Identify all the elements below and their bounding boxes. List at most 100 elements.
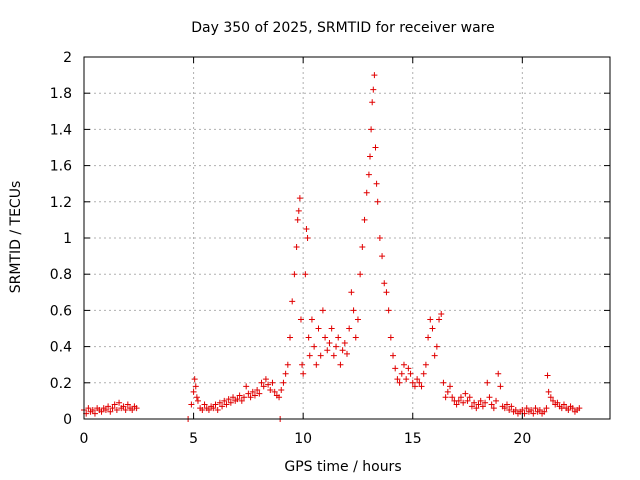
data-point [102, 406, 109, 413]
data-point [120, 403, 127, 410]
data-point [383, 289, 390, 296]
data-point [462, 390, 469, 397]
data-point [407, 370, 414, 377]
data-point [420, 370, 427, 377]
data-point [466, 394, 473, 401]
data-point [219, 403, 226, 410]
y-tick-label: 2 [63, 50, 72, 66]
data-point [271, 388, 278, 395]
data-point [370, 86, 377, 93]
data-point [221, 397, 228, 404]
data-point [429, 325, 436, 332]
x-tick-label: 20 [513, 431, 531, 447]
data-point [311, 343, 318, 350]
data-point [234, 396, 241, 403]
data-point [497, 383, 504, 390]
data-point [188, 401, 195, 408]
data-point [305, 334, 312, 341]
data-point [223, 401, 230, 408]
data-point [247, 394, 254, 401]
data-point [414, 376, 421, 383]
data-point [381, 280, 388, 287]
x-tick-label: 15 [404, 431, 422, 447]
data-point [543, 405, 550, 412]
chart-title: Day 350 of 2025, SRMTID for receiver war… [191, 20, 495, 36]
y-axis-label: SRMTID / TECUs [8, 181, 24, 294]
data-point [205, 406, 212, 413]
data-point [473, 405, 480, 412]
data-point [486, 394, 493, 401]
data-point [113, 406, 120, 413]
data-point [490, 405, 497, 412]
data-point [477, 397, 484, 404]
data-point [280, 379, 287, 386]
data-point [365, 171, 372, 178]
data-point [495, 370, 502, 377]
data-point [449, 394, 456, 401]
data-point [299, 361, 306, 368]
data-point [313, 361, 320, 368]
data-point [322, 334, 329, 341]
data-point [339, 347, 346, 354]
data-point [306, 352, 313, 359]
data-point [409, 379, 416, 386]
data-point [541, 408, 548, 415]
data-point [284, 361, 291, 368]
data-point [243, 383, 250, 390]
y-tick-label: 1.8 [50, 86, 72, 102]
data-point [254, 387, 261, 394]
data-point [508, 403, 515, 410]
data-point [506, 406, 513, 413]
data-point [547, 394, 554, 401]
data-point [536, 406, 543, 413]
data-point [326, 339, 333, 346]
data-point [238, 397, 245, 404]
data-point [251, 392, 258, 399]
data-point [337, 361, 344, 368]
data-point [369, 99, 376, 106]
data-point [363, 189, 370, 196]
data-point [240, 394, 247, 401]
data-point [528, 406, 535, 413]
data-point [418, 383, 425, 390]
data-point [422, 361, 429, 368]
data-point [193, 394, 200, 401]
data-point [431, 352, 438, 359]
data-point [214, 406, 221, 413]
data-point [278, 387, 285, 394]
data-point [192, 383, 199, 390]
data-point [109, 405, 116, 412]
data-point [371, 72, 378, 79]
data-point [433, 343, 440, 350]
data-point [303, 225, 310, 232]
data-point [576, 405, 583, 412]
data-point [98, 408, 105, 415]
data-point [335, 334, 342, 341]
data-point [436, 316, 443, 323]
data-point [373, 180, 380, 187]
data-point [258, 379, 265, 386]
data-point [289, 298, 296, 305]
data-point [319, 307, 326, 314]
data-point [385, 307, 392, 314]
y-tick-label: 0.8 [50, 267, 72, 283]
data-point [390, 352, 397, 359]
data-point [199, 406, 206, 413]
data-point [300, 370, 307, 377]
data-point [317, 352, 324, 359]
y-tick-label: 0.4 [50, 340, 72, 356]
x-tick-label: 0 [80, 431, 89, 447]
data-point [348, 289, 355, 296]
data-point [265, 381, 272, 388]
data-point [398, 370, 405, 377]
data-point [341, 339, 348, 346]
data-point [328, 325, 335, 332]
data-point [512, 406, 519, 413]
y-tick-label: 1.2 [50, 195, 72, 211]
y-tick-label: 1.6 [50, 159, 72, 175]
data-point [376, 235, 383, 241]
data-point [400, 361, 407, 368]
data-point [530, 410, 537, 417]
grid-lines [84, 57, 610, 419]
data-point [293, 244, 300, 251]
